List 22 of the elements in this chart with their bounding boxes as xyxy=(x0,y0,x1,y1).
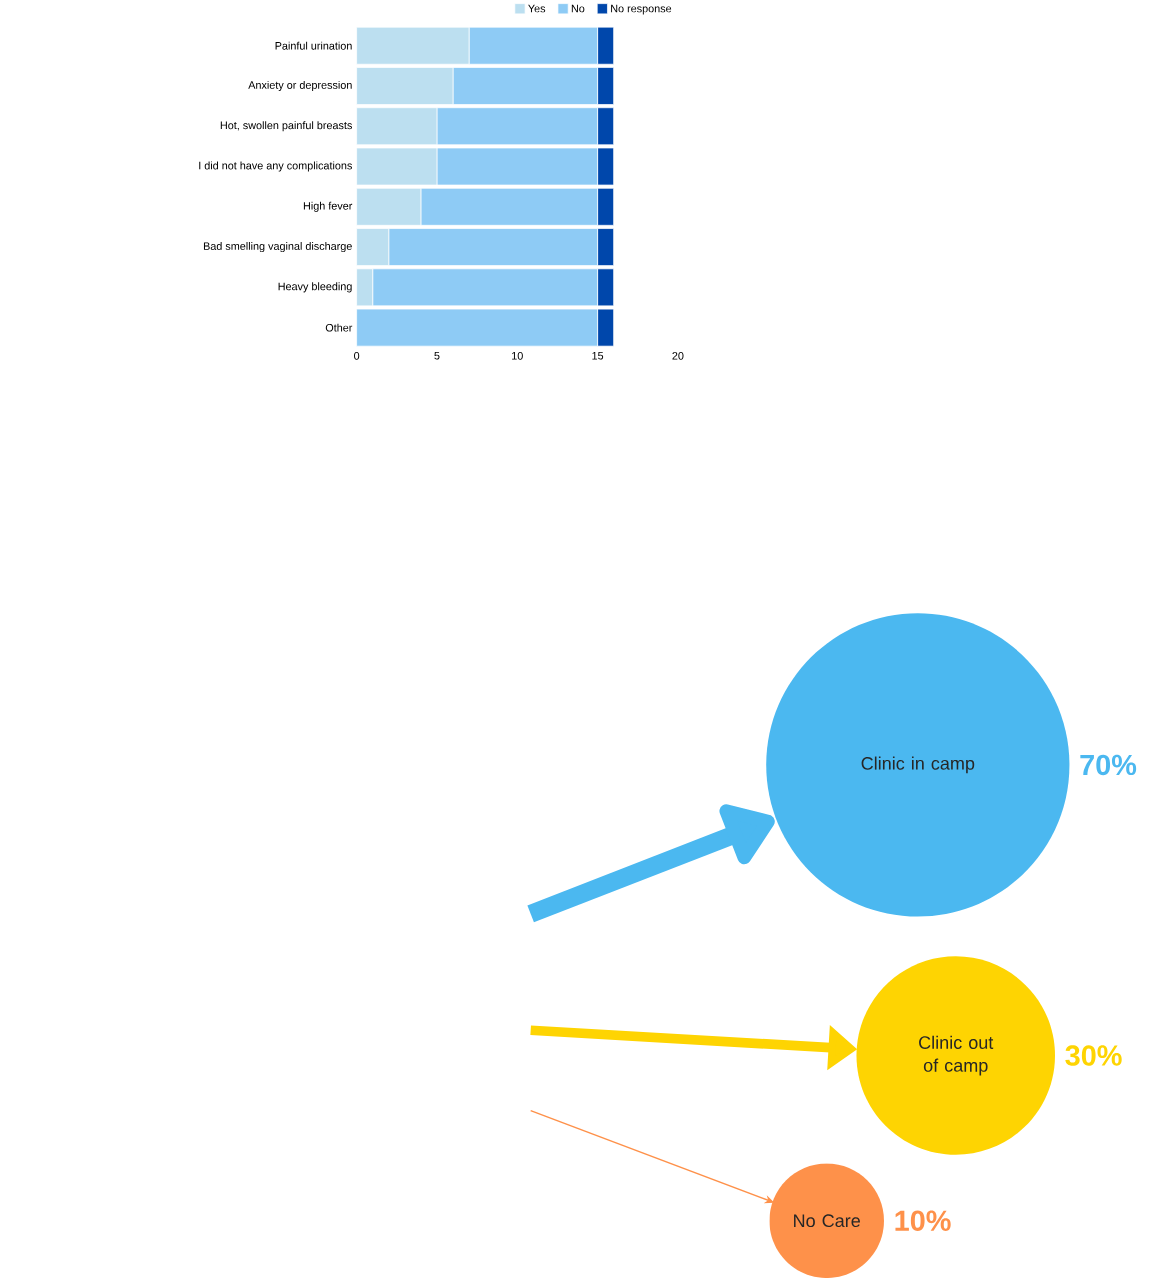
data-label: 30% xyxy=(1065,1045,1122,1066)
legend-label: No xyxy=(571,4,585,13)
legend-label: Yes xyxy=(527,4,545,13)
x-tick-label: 0 xyxy=(353,352,360,360)
data-label: 10% xyxy=(895,1210,951,1231)
legend-label: No response xyxy=(610,4,671,15)
y-tick-label: Anxiety or depression xyxy=(248,80,352,92)
category-label: Clinic in camp xyxy=(861,756,975,774)
category-label: No Care xyxy=(793,1214,860,1228)
data-label: 70% xyxy=(1080,754,1136,776)
x-tick-label: 20 xyxy=(672,352,684,360)
y-tick-label: Bad smelling vaginal discharge xyxy=(203,242,352,253)
x-tick-label: 5 xyxy=(434,352,440,360)
y-tick-label: I did not have any complications xyxy=(199,161,352,172)
x-tick-label: 10 xyxy=(511,352,523,360)
x-tick-label: 15 xyxy=(592,352,603,360)
category-label: Clinic out of camp xyxy=(918,1035,994,1076)
y-tick-label: Painful urination xyxy=(275,41,352,50)
y-tick-label: High fever xyxy=(303,201,352,212)
y-tick-label: Hot, swollen painful breasts xyxy=(220,121,352,132)
y-tick-label: Heavy bleeding xyxy=(278,282,352,293)
y-tick-label: Other xyxy=(325,323,353,332)
